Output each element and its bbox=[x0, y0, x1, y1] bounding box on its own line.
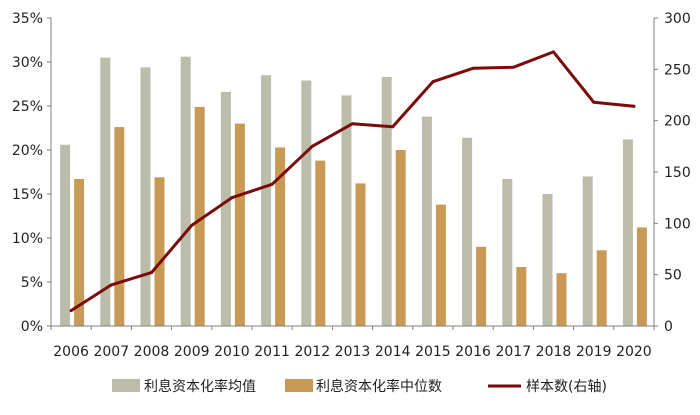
bar-median-2010 bbox=[234, 123, 245, 326]
x-tick-label: 2016 bbox=[455, 344, 491, 360]
right-tick-label: 50 bbox=[664, 268, 682, 284]
bar-mean-2019 bbox=[582, 176, 593, 326]
x-tick-label: 2011 bbox=[254, 344, 290, 360]
line-layer bbox=[69, 50, 636, 313]
bar-median-2011 bbox=[275, 147, 286, 326]
legend-label-2: 样本数(右轴) bbox=[526, 379, 607, 395]
left-tick-label: 35% bbox=[12, 11, 43, 27]
bar-mean-2008 bbox=[140, 67, 151, 327]
x-tick-label: 2020 bbox=[616, 344, 652, 360]
x-tick-label: 2010 bbox=[214, 344, 250, 360]
line-point-2018 bbox=[552, 50, 555, 54]
right-tick-label: 250 bbox=[664, 62, 691, 78]
x-tick-label: 2017 bbox=[495, 344, 531, 360]
line-point-2007 bbox=[109, 283, 113, 287]
left-tick-label: 15% bbox=[12, 187, 43, 203]
right-tick-label: 100 bbox=[664, 216, 691, 232]
bar-median-2013 bbox=[355, 183, 366, 326]
bar-median-2012 bbox=[315, 160, 326, 326]
bar-median-2015 bbox=[435, 204, 446, 326]
left-tick-label: 30% bbox=[12, 55, 43, 71]
line-point-2011 bbox=[270, 182, 274, 186]
line-point-2009 bbox=[190, 223, 194, 227]
bar-mean-2017 bbox=[502, 179, 513, 326]
legend-swatch-0 bbox=[112, 379, 140, 392]
bar-median-2020 bbox=[636, 227, 647, 326]
legend-label-0: 利息资本化率均值 bbox=[144, 378, 256, 395]
bar-mean-2010 bbox=[220, 91, 231, 327]
left-tick-label: 20% bbox=[12, 143, 43, 159]
bar-median-2007 bbox=[114, 127, 125, 326]
line-point-2016 bbox=[471, 66, 475, 70]
line-point-2010 bbox=[230, 196, 234, 200]
bar-median-2018 bbox=[556, 273, 567, 326]
axes-layer: 0% 5% 10% 15% 20% 25% 30% 35% 0 50 100 150 200 250 300… bbox=[12, 11, 691, 360]
bar-median-2019 bbox=[596, 250, 607, 326]
line-point-2017 bbox=[511, 65, 515, 69]
line-point-2020 bbox=[632, 104, 636, 108]
bar-mean-2011 bbox=[261, 75, 272, 326]
x-tick-label: 2012 bbox=[294, 344, 330, 360]
bar-median-2008 bbox=[154, 177, 165, 326]
legend-label-1: 利息资本化率中位数 bbox=[316, 378, 442, 395]
bar-mean-2020 bbox=[622, 139, 633, 326]
right-tick-label: 300 bbox=[664, 11, 691, 27]
line-point-2014 bbox=[391, 125, 395, 129]
line-point-2015 bbox=[431, 80, 435, 84]
right-tick-label: 0 bbox=[664, 319, 673, 335]
bar-mean-2013 bbox=[341, 95, 352, 327]
legend: 利息资本化率均值 利息资本化率中位数 样本数(右轴) bbox=[112, 378, 607, 395]
right-tick-label: 200 bbox=[664, 114, 691, 130]
bar-mean-2007 bbox=[100, 57, 111, 326]
bar-mean-2018 bbox=[542, 194, 553, 326]
x-tick-label: 2014 bbox=[375, 344, 411, 360]
bar-median-2017 bbox=[516, 267, 527, 326]
bar-median-2016 bbox=[476, 246, 487, 326]
legend-swatch-1 bbox=[285, 379, 313, 392]
bar-median-2009 bbox=[194, 106, 205, 327]
left-tick-label: 25% bbox=[12, 99, 43, 115]
x-tick-label: 2006 bbox=[53, 344, 89, 360]
bar-median-2014 bbox=[395, 150, 406, 326]
bar-mean-2016 bbox=[462, 137, 473, 326]
x-tick-label: 2018 bbox=[536, 344, 572, 360]
x-tick-label: 2019 bbox=[576, 344, 612, 360]
left-tick-label: 10% bbox=[12, 231, 43, 247]
x-tick-label: 2013 bbox=[335, 344, 371, 360]
bar-mean-2009 bbox=[180, 56, 191, 326]
left-tick-label: 5% bbox=[21, 275, 43, 291]
bar-mean-2012 bbox=[301, 80, 312, 326]
x-tick-label: 2015 bbox=[415, 344, 451, 360]
bar-median-2006 bbox=[74, 179, 85, 326]
line-point-2013 bbox=[351, 122, 354, 126]
x-tick-label: 2007 bbox=[93, 344, 129, 360]
bars-layer bbox=[60, 56, 647, 327]
left-tick-label: 0% bbox=[21, 319, 43, 335]
line-point-2019 bbox=[592, 100, 596, 104]
line-point-2008 bbox=[150, 271, 153, 275]
line-point-2012 bbox=[310, 144, 314, 148]
x-tick-label: 2008 bbox=[134, 344, 170, 360]
bar-mean-2014 bbox=[381, 77, 392, 326]
bar-mean-2006 bbox=[60, 144, 71, 326]
bar-mean-2015 bbox=[421, 116, 432, 326]
right-tick-label: 150 bbox=[664, 165, 691, 181]
x-tick-label: 2009 bbox=[174, 344, 210, 360]
line-point-2006 bbox=[69, 309, 73, 313]
